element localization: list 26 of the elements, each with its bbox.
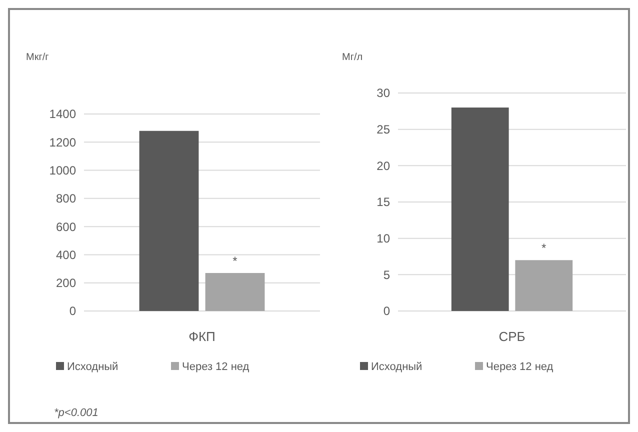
- y-axis-title: Мг/л: [342, 52, 363, 63]
- x-tick-label: СРБ: [498, 329, 526, 344]
- y-tick-label: 1200: [49, 135, 76, 150]
- y-tick-label: 0: [69, 304, 76, 318]
- x-tick-label: ФКП: [188, 329, 216, 344]
- legend-label: Через 12 нед: [486, 361, 554, 373]
- y-tick-label: 15: [376, 195, 390, 210]
- y-tick-label: 10: [376, 232, 390, 246]
- y-tick-label: 800: [56, 192, 76, 206]
- y-tick-label: 30: [376, 86, 390, 100]
- annotation: *: [232, 254, 238, 268]
- y-tick-label: 5: [383, 268, 390, 282]
- y-tick-label: 0: [383, 304, 390, 318]
- y-tick-label: 200: [56, 276, 76, 290]
- y-axis-title: Мкг/г: [26, 52, 50, 63]
- legend-label: Через 12 нед: [182, 361, 250, 373]
- text: *p<0.001: [54, 407, 98, 419]
- y-tick-label: 600: [56, 220, 76, 234]
- y-tick-label: 20: [376, 158, 390, 173]
- y-tick-label: 1000: [49, 163, 76, 178]
- y-tick-label: 25: [376, 122, 390, 137]
- y-tick-label: 400: [56, 248, 76, 262]
- annotation: *: [542, 241, 547, 256]
- y-tick-label: 1400: [49, 107, 76, 122]
- legend-label: Исходный: [67, 361, 118, 373]
- legend-label: Исходный: [371, 361, 422, 373]
